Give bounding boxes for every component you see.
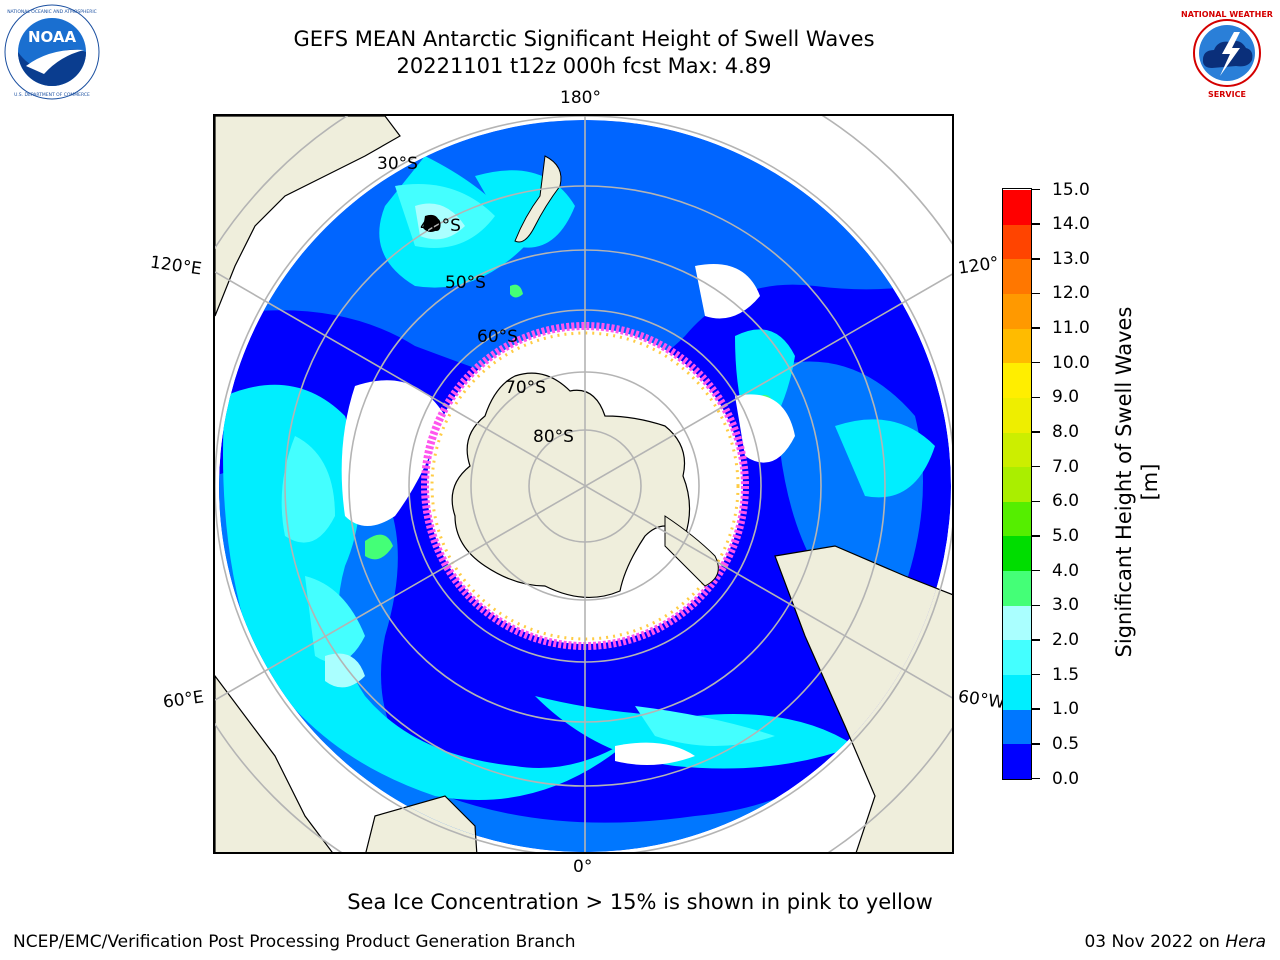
colorbar-tick-label: 12.0 [1052, 283, 1090, 304]
colorbar-tick-label: 5.0 [1052, 525, 1080, 546]
colorbar-tick-mark [1032, 396, 1040, 399]
lon-label-0: 0° [573, 857, 593, 877]
colorbar-tick-mark [1032, 535, 1040, 537]
map-panel: 30°S 40°S 50°S 60°S 70°S 80°S [213, 114, 954, 854]
colorbar-tick-mark [1032, 777, 1040, 780]
colorbar-tick-mark [1032, 569, 1040, 572]
colorbar-tick-mark [1032, 292, 1040, 295]
colorbar-band [1003, 328, 1031, 364]
colorbar-band [1003, 709, 1031, 745]
lat-label-50s: 50°S [445, 273, 486, 293]
colorbar-tick-mark [1032, 673, 1040, 676]
colorbar-tick-mark [1032, 188, 1040, 191]
colorbar-tick-label: 0.0 [1052, 768, 1080, 789]
new-zealand [514, 155, 562, 243]
colorbar-tick-mark [1032, 223, 1040, 225]
colorbar-tick-label: 13.0 [1052, 248, 1090, 269]
footer-date: 03 Nov 2022 on Hera [1084, 932, 1266, 952]
colorbar-tick-mark [1032, 743, 1040, 745]
lon-label-120e: 120°E [148, 252, 203, 280]
colorbar-tick-mark [1032, 604, 1040, 606]
ice-edge-yellow [430, 331, 740, 641]
colorbar-band [1003, 535, 1031, 572]
colorbar-tick-mark [1032, 258, 1040, 260]
nws-logo: NATIONAL WEATHER SERVICE [1178, 4, 1276, 106]
svg-text:SERVICE: SERVICE [1208, 90, 1246, 99]
colorbar-band [1003, 362, 1031, 398]
colorbar-tick-label: 6.0 [1052, 491, 1080, 512]
colorbar-tick-label: 0.5 [1052, 733, 1080, 754]
lon-label-60w: 60°W [956, 686, 1007, 714]
footer-credit: NCEP/EMC/Verification Post Processing Pr… [13, 932, 576, 952]
colorbar-band [1003, 501, 1031, 537]
svg-text:U.S. DEPARTMENT OF COMMERCE: U.S. DEPARTMENT OF COMMERCE [14, 92, 90, 98]
lon-label-180: 180° [560, 88, 601, 108]
colorbar-tick-label: 2.0 [1052, 629, 1080, 650]
colorbar-tick-mark [1032, 708, 1040, 710]
lon-label-60e: 60°E [161, 687, 206, 713]
chart-title: GEFS MEAN Antarctic Significant Height o… [293, 27, 875, 51]
colorbar-band [1003, 293, 1031, 329]
colorbar-tick-mark [1032, 639, 1040, 641]
colorbar-tick-label: 10.0 [1052, 352, 1090, 373]
colorbar-band [1003, 674, 1031, 710]
polar-map: 30°S 40°S 50°S 60°S 70°S 80°S [215, 116, 952, 852]
colorbar-tick-label: 4.0 [1052, 560, 1080, 581]
colorbar-band [1003, 224, 1031, 260]
colorbar-title-box: Significant Height of Swell Waves [m] [1092, 292, 1182, 672]
colorbar-tick-mark [1032, 327, 1040, 329]
colorbar-title: Significant Height of Swell Waves [m] [1112, 306, 1162, 658]
colorbar-tick-mark [1032, 500, 1040, 503]
colorbar-tick-label: 15.0 [1052, 179, 1090, 200]
svg-text:NOAA: NOAA [28, 28, 77, 46]
sea-ice-caption: Sea Ice Concentration > 15% is shown in … [347, 890, 933, 914]
colorbar-band [1003, 189, 1031, 225]
colorbar-band [1003, 397, 1031, 433]
colorbar-band [1003, 605, 1031, 641]
svg-text:NATIONAL WEATHER: NATIONAL WEATHER [1181, 10, 1273, 19]
colorbar-tick-label: 3.0 [1052, 595, 1080, 616]
colorbar-tick-label: 7.0 [1052, 456, 1080, 477]
colorbar-tick-mark [1032, 361, 1040, 364]
lat-label-80s: 80°S [533, 427, 574, 447]
colorbar-band [1003, 570, 1031, 606]
graticule [215, 116, 952, 852]
antarctica [451, 372, 691, 599]
colorbar-tick-mark [1032, 431, 1040, 433]
colorbar-tick-label: 1.5 [1052, 664, 1080, 685]
footer-date-text: 03 Nov 2022 on [1084, 932, 1226, 952]
colorbar-band [1003, 432, 1031, 468]
svg-text:NATIONAL OCEANIC AND ATMOSPHER: NATIONAL OCEANIC AND ATMOSPHERIC [7, 9, 97, 15]
colorbar-band [1003, 639, 1031, 676]
colorbar-tick-mark [1032, 465, 1040, 468]
colorbar-band [1003, 258, 1031, 294]
colorbar-tick-label: 1.0 [1052, 699, 1080, 720]
colorbar-band [1003, 466, 1031, 502]
lat-label-60s: 60°S [477, 327, 518, 347]
colorbar [1002, 188, 1032, 780]
lat-label-30s: 30°S [377, 154, 418, 174]
colorbar-tick-label: 14.0 [1052, 214, 1090, 235]
colorbar-band [1003, 743, 1031, 779]
lon-label-120w: 120° [956, 253, 1001, 279]
colorbar-tick-label: 9.0 [1052, 387, 1080, 408]
lat-label-40s: 40°S [420, 216, 461, 236]
lat-label-70s: 70°S [505, 378, 546, 398]
colorbar-tick-label: 8.0 [1052, 422, 1080, 443]
footer-host: Hera [1225, 932, 1266, 952]
chart-subtitle: 20221101 t12z 000h fcst Max: 4.89 [396, 54, 772, 78]
noaa-logo: NOAA NATIONAL OCEANIC AND ATMOSPHERIC U.… [4, 4, 100, 104]
tasmania [423, 214, 440, 232]
colorbar-tick-label: 11.0 [1052, 318, 1090, 339]
